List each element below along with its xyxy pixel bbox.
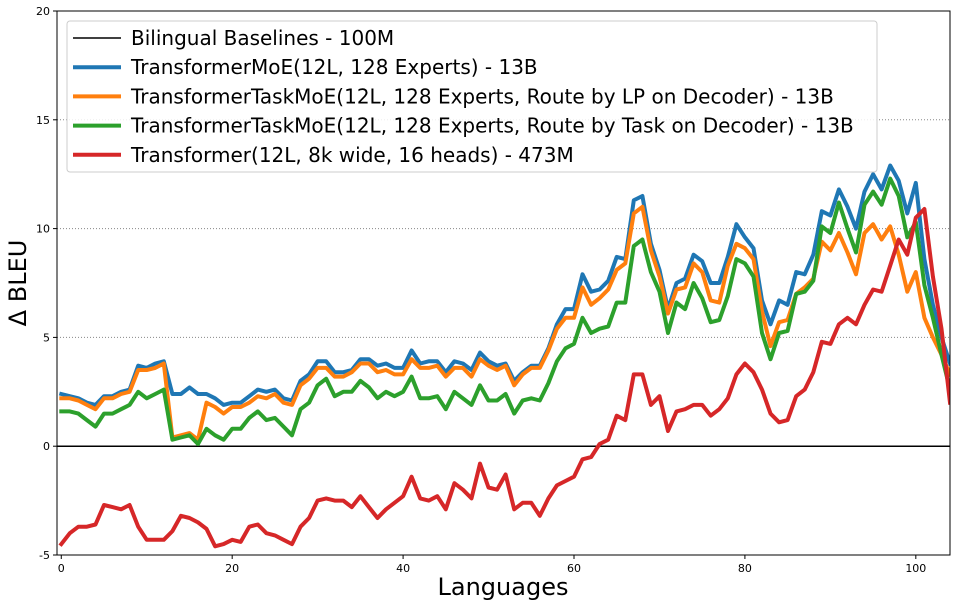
- x-tick-label: 60: [567, 562, 581, 575]
- series-line-1: [58, 163, 950, 407]
- x-tick-label: 100: [905, 562, 926, 575]
- x-tick-label: 80: [738, 562, 752, 575]
- legend-label-1: TransformerMoE(12L, 128 Experts) - 13B: [130, 55, 538, 79]
- y-tick-label: 10: [36, 223, 50, 236]
- x-tick-label: 0: [58, 562, 65, 575]
- plot-frame: [56, 10, 951, 556]
- y-tick-label: 0: [43, 440, 50, 453]
- legend: Bilingual Baselines - 100M TransformerMoE…: [66, 20, 878, 173]
- y-axis-label: Δ BLEU: [4, 240, 32, 327]
- x-tick-label: 20: [225, 562, 239, 575]
- legend-label-3: TransformerTaskMoE(12L, 128 Experts, Rou…: [130, 114, 854, 138]
- legend-box: [66, 20, 878, 173]
- y-tick-label: 15: [36, 114, 50, 127]
- legend-label-4: Transformer(12L, 8k wide, 16 heads) - 47…: [130, 143, 574, 167]
- series-line-2: [59, 204, 950, 442]
- axis-ticks: -5 0 5 10 15 20 0 20 40 60 80 100: [36, 5, 926, 575]
- series-line-3: [59, 176, 950, 446]
- legend-label-2: TransformerTaskMoE(12L, 128 Experts, Rou…: [130, 84, 834, 108]
- y-tick-label: 20: [36, 5, 50, 18]
- y-tick-label: -5: [39, 549, 50, 562]
- series-lines: [57, 163, 950, 549]
- series-line-4: [58, 207, 950, 549]
- legend-label-0: Bilingual Baselines - 100M: [131, 26, 394, 50]
- x-axis-label: Languages: [438, 573, 569, 601]
- y-tick-label: 5: [43, 331, 50, 344]
- x-tick-label: 40: [396, 562, 410, 575]
